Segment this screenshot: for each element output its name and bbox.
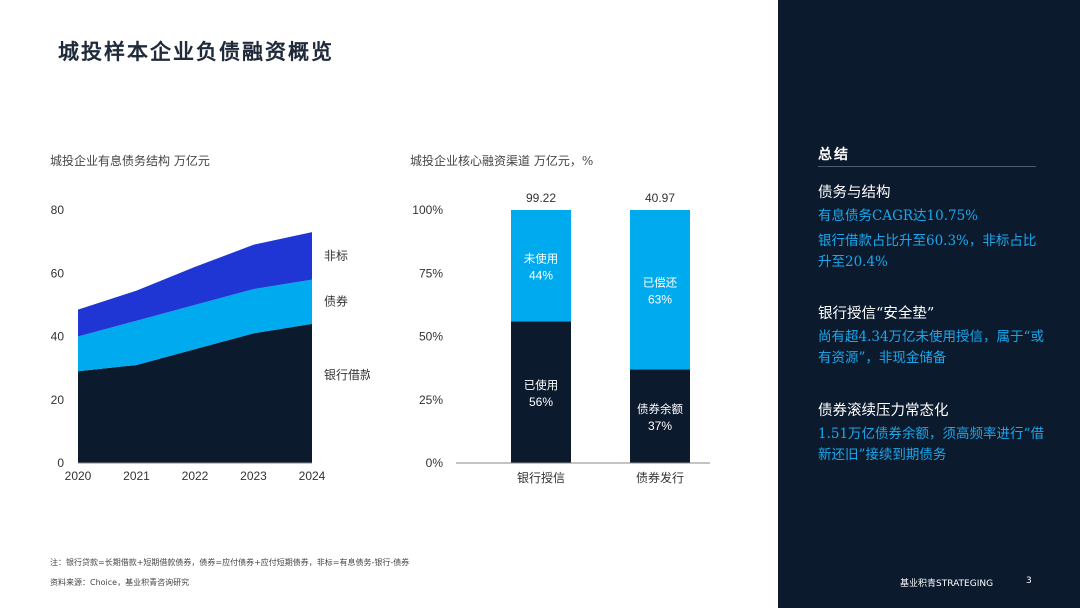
category-label: 债券发行 xyxy=(636,470,684,485)
x-tick-label: 2024 xyxy=(299,469,326,483)
y-tick-label: 25% xyxy=(419,393,443,407)
summary-line: 1.51万亿债券余额，须高频率进行“借新还旧”接续到期债务 xyxy=(818,426,1044,463)
segment-name-label: 已使用 xyxy=(524,378,559,392)
summary-section-body: 尚有超4.34万亿未使用授信，属于“或有资源”，非现金储备 xyxy=(818,327,1048,369)
bar-chart-title: 城投企业核心融资渠道 万亿元，% xyxy=(410,154,594,168)
summary-line: 有息债务CAGR达10.75% xyxy=(818,208,979,224)
bar-segment xyxy=(511,210,571,322)
summary-divider xyxy=(818,166,1036,167)
x-tick-label: 2022 xyxy=(182,469,209,483)
segment-value-label: 56% xyxy=(529,395,553,409)
y-tick-label: 80 xyxy=(51,203,65,217)
area-chart-title: 城投企业有息债务结构 万亿元 xyxy=(50,154,210,168)
y-tick-label: 75% xyxy=(419,266,443,280)
y-tick-label: 0 xyxy=(57,456,64,470)
summary-section-body: 有息债务CAGR达10.75% 银行借款占比升至60.3%，非标占比升至20.4… xyxy=(818,206,1048,273)
category-label: 银行授信 xyxy=(517,470,565,485)
series-label: 债券 xyxy=(324,294,348,309)
x-tick-label: 2020 xyxy=(65,469,92,483)
segment-name-label: 未使用 xyxy=(524,252,559,266)
segment-name-label: 已偿还 xyxy=(643,276,678,290)
series-label: 银行借款 xyxy=(324,368,370,382)
summary-section-title: 银行授信“安全垫” xyxy=(818,306,935,322)
x-tick-label: 2023 xyxy=(240,469,267,483)
y-tick-label: 0% xyxy=(426,456,444,470)
bar-segment xyxy=(511,321,571,463)
y-tick-label: 60 xyxy=(51,266,65,280)
bar-total-label: 40.97 xyxy=(645,191,675,205)
area-series-2 xyxy=(78,279,312,372)
bar-segment xyxy=(630,369,690,463)
segment-value-label: 63% xyxy=(648,293,672,307)
summary-section-title: 债务与结构 xyxy=(818,185,891,201)
segment-value-label: 44% xyxy=(529,269,553,283)
summary-line: 尚有超4.34万亿未使用授信，属于“或有资源”，非现金储备 xyxy=(818,329,1044,366)
segment-value-label: 37% xyxy=(648,419,672,433)
area-series-3 xyxy=(78,232,312,337)
area-series-1 xyxy=(78,323,312,463)
y-tick-label: 50% xyxy=(419,330,443,344)
area-chart: 银行借款 债券 非标 0 20 40 60 80 2020 2021 2022 2023 2024 xyxy=(51,203,370,483)
y-tick-label: 100% xyxy=(412,203,443,217)
y-tick-label: 40 xyxy=(51,330,65,344)
source-note: 资料来源：Choice，基业积青咨询研究 xyxy=(50,578,190,587)
bar-chart: 已使用 56% 未使用 44% 债券余额 37% 已偿还 63% 99.22 银行授信 40.97… xyxy=(412,191,710,485)
series-label: 非标 xyxy=(324,249,348,263)
summary-heading: 总结 xyxy=(818,147,850,163)
x-tick-label: 2021 xyxy=(123,469,150,483)
brand-footer: 基业积青STRATEGING xyxy=(900,579,994,589)
bar-segment xyxy=(630,210,690,370)
summary-line: 银行借款占比升至60.3%，非标占比升至20.4% xyxy=(818,233,1037,270)
bar-total-label: 99.22 xyxy=(526,191,556,205)
summary-panel xyxy=(778,0,1080,608)
page-title: 城投样本企业负债融资概览 xyxy=(58,39,334,64)
summary-section-body: 1.51万亿债券余额，须高频率进行“借新还旧”接续到期债务 xyxy=(818,424,1048,466)
page-number: 3 xyxy=(1026,576,1032,586)
footnote: 注：银行贷款=长期借款+短期借款债券，债券=应付债券+应付短期债券，非标=有息债… xyxy=(50,558,410,567)
y-tick-label: 20 xyxy=(51,393,65,407)
segment-name-label: 债券余额 xyxy=(637,402,683,416)
summary-section-title: 债券滚续压力常态化 xyxy=(818,403,949,419)
